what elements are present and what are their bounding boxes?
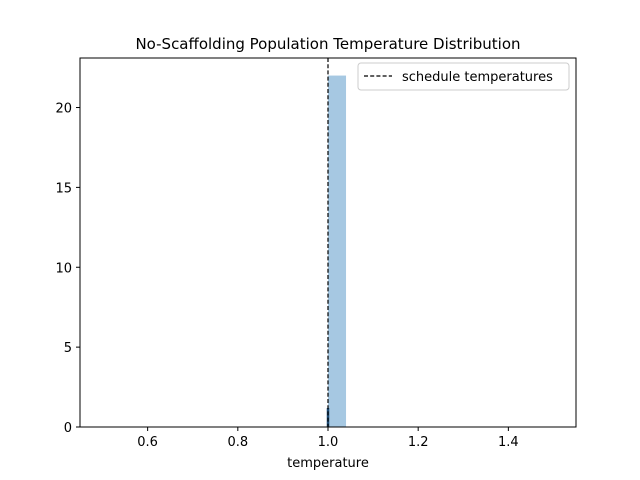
x-tick-label-1: 0.8 bbox=[227, 435, 248, 450]
legend-box bbox=[357, 62, 570, 91]
x-tick-label-0: 0.6 bbox=[137, 435, 158, 450]
x-axis-label: temperature bbox=[287, 456, 369, 471]
y-tick-label-1: 5 bbox=[64, 341, 72, 356]
legend-label-schedule-temperatures: schedule temperatures bbox=[402, 70, 553, 85]
legend: schedule temperatures bbox=[357, 62, 570, 91]
y-tick-label-4: 20 bbox=[55, 102, 72, 117]
y-axis-ticks: 0 5 10 15 20 bbox=[55, 102, 80, 436]
histogram-bar-0 bbox=[328, 75, 347, 428]
x-tick-label-4: 1.4 bbox=[498, 435, 519, 450]
y-tick-label-0: 0 bbox=[64, 421, 72, 436]
x-axis-ticks: 0.6 0.8 1.0 1.2 1.4 bbox=[137, 427, 519, 450]
y-tick-label-2: 10 bbox=[55, 261, 72, 276]
x-tick-label-3: 1.2 bbox=[408, 435, 429, 450]
plot-area bbox=[326, 58, 347, 428]
y-tick-label-3: 15 bbox=[55, 181, 72, 196]
axes-frame bbox=[79, 57, 577, 428]
chart-title: No-Scaffolding Population Temperature Di… bbox=[135, 35, 520, 53]
x-tick-label-2: 1.0 bbox=[318, 435, 339, 450]
